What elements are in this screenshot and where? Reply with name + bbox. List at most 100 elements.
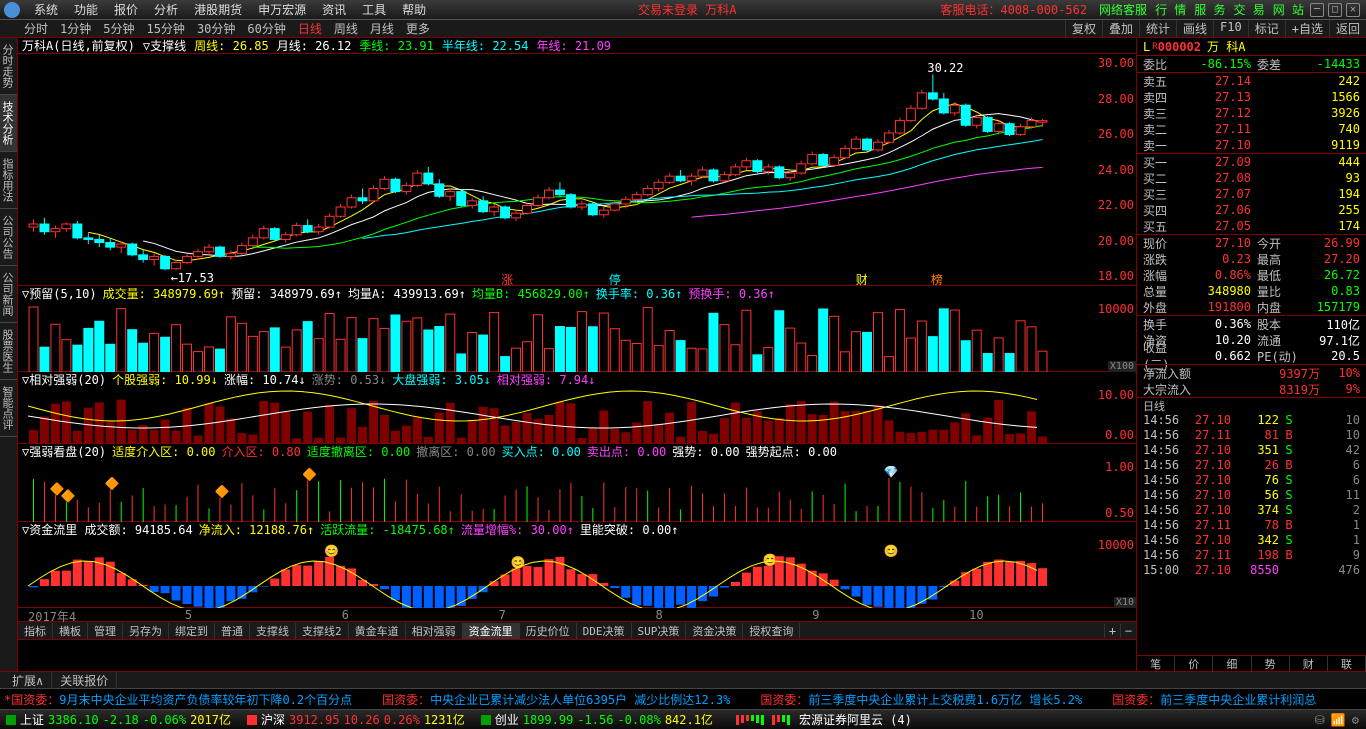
timeframe-分时[interactable]: 分时 <box>18 20 54 37</box>
link-行 情[interactable]: 行 情 <box>1155 3 1186 17</box>
timeframe-周线[interactable]: 周线 <box>328 20 364 37</box>
ind-SUP决策[interactable]: SUP决策 <box>632 623 687 639</box>
chart-header: 万科A(日线,前复权) ▽支撑线 周线: 26.85 月线: 26.12 季线:… <box>18 38 1136 54</box>
minimize-button[interactable]: ─ <box>1310 3 1324 17</box>
strength-chart[interactable]: ▽强弱看盘(20)适度介入区: 0.00介入区: 0.80适度撤离区: 0.00… <box>18 444 1136 522</box>
menu-申万宏源[interactable]: 申万宏源 <box>250 3 314 17</box>
quote-footer-tabs: 笔价细势财联 <box>1137 655 1366 671</box>
ind-DDE决策[interactable]: DDE决策 <box>577 623 632 639</box>
svg-text:🔶: 🔶 <box>61 489 76 503</box>
rpfoot-势[interactable]: 势 <box>1252 656 1290 671</box>
toolbtn-F10[interactable]: F10 <box>1213 20 1248 37</box>
menu-系统[interactable]: 系统 <box>26 3 66 17</box>
rpfoot-细[interactable]: 细 <box>1213 656 1251 671</box>
timeframe-日线[interactable]: 日线 <box>292 20 328 37</box>
ind-横板[interactable]: 横板 <box>53 623 88 639</box>
indicator-add[interactable]: + <box>1104 624 1120 638</box>
ind-资金决策[interactable]: 资金决策 <box>686 623 743 639</box>
timeframe-更多[interactable]: 更多 <box>400 20 436 37</box>
orderbook-row: 卖一27.109119 <box>1137 137 1366 153</box>
lefttab-1[interactable]: 技术分析 <box>0 95 17 152</box>
ind-授权查询[interactable]: 授权查询 <box>743 623 800 639</box>
maximize-button[interactable]: □ <box>1328 3 1342 17</box>
toolbtn-画线[interactable]: 画线 <box>1176 20 1213 37</box>
menu-报价[interactable]: 报价 <box>106 3 146 17</box>
ind-绑定到[interactable]: 绑定到 <box>169 623 215 639</box>
link-网络客服[interactable]: 网络客服 <box>1099 3 1147 17</box>
toolbtn-统计[interactable]: 统计 <box>1139 20 1176 37</box>
timeframe-15分钟[interactable]: 15分钟 <box>140 20 190 37</box>
link-交 易[interactable]: 交 易 <box>1234 3 1265 17</box>
expand-button[interactable]: 扩展∧ <box>4 672 52 689</box>
menu-港股期货[interactable]: 港股期货 <box>186 3 250 17</box>
rpfoot-笔[interactable]: 笔 <box>1137 656 1175 671</box>
menu-分析[interactable]: 分析 <box>146 3 186 17</box>
ind-黄金车道[interactable]: 黄金车道 <box>349 623 406 639</box>
ind-另存为[interactable]: 另存为 <box>123 623 169 639</box>
tick-row: 14:5627.11198B9 <box>1137 547 1366 562</box>
timeframe-月线[interactable]: 月线 <box>364 20 400 37</box>
tick-row: 14:5627.1056S11 <box>1137 487 1366 502</box>
toolbtn-叠加[interactable]: 叠加 <box>1102 20 1139 37</box>
moneyflow-chart[interactable]: ▽资金流里 成交额: 94185.64净流入: 12188.76↑活跃流量: -… <box>18 522 1136 608</box>
lefttab-0[interactable]: 分时走势 <box>0 38 17 95</box>
lefttab-6[interactable]: 智能点评 <box>0 380 17 437</box>
index-上证[interactable]: 上证3386.10-2.18-0.06%2017亿 <box>4 711 233 728</box>
index-创业[interactable]: 创业1899.99-1.56-0.08%842.1亿 <box>479 711 715 728</box>
rpfoot-价[interactable]: 价 <box>1175 656 1213 671</box>
menu-帮助[interactable]: 帮助 <box>394 3 434 17</box>
menu-资讯[interactable]: 资讯 <box>314 3 354 17</box>
news-ticker[interactable]: *国资委：9月末中央企业平均资产负债率较年初下降0.2个百分点国资委：中央企业已… <box>0 689 1366 709</box>
index-沪深[interactable]: 沪深3912.9510.260.26%1231亿 <box>245 711 467 728</box>
link-网 站[interactable]: 网 站 <box>1273 3 1304 17</box>
rpfoot-联[interactable]: 联 <box>1328 656 1366 671</box>
menu-功能[interactable]: 功能 <box>66 3 106 17</box>
svg-text:30.22: 30.22 <box>927 61 963 75</box>
service-phone: 客服电话：4008-000-562 <box>940 1 1087 18</box>
tick-list[interactable]: 14:5627.10122S1014:5627.1181B1014:5627.1… <box>1137 412 1366 655</box>
ind-资金流里[interactable]: 资金流里 <box>463 623 520 639</box>
orderbook-row: 卖三27.123926 <box>1137 105 1366 121</box>
timeframe-60分钟[interactable]: 60分钟 <box>241 20 291 37</box>
ind-历史价位[interactable]: 历史价位 <box>520 623 577 639</box>
ind-支撑线2[interactable]: 支撑线2 <box>296 623 349 639</box>
toolbtn-标记[interactable]: 标记 <box>1248 20 1285 37</box>
ind-指标[interactable]: 指标 <box>18 623 53 639</box>
rpfoot-财[interactable]: 财 <box>1290 656 1328 671</box>
orderbook-row: 卖四27.131566 <box>1137 89 1366 105</box>
ind-普通[interactable]: 普通 <box>215 623 250 639</box>
indicator-remove[interactable]: − <box>1120 624 1136 638</box>
timeframe-5分钟[interactable]: 5分钟 <box>97 20 140 37</box>
lefttab-5[interactable]: 股票医生 <box>0 323 17 380</box>
timeframe-1分钟[interactable]: 1分钟 <box>54 20 97 37</box>
broker-name: 宏源证券阿里云 (4) <box>799 711 912 728</box>
tick-row: 15:0027.108550476 <box>1137 562 1366 577</box>
menu-工具[interactable]: 工具 <box>354 3 394 17</box>
ind-相对强弱[interactable]: 相对强弱 <box>406 623 463 639</box>
chart-area: 万科A(日线,前复权) ▽支撑线 周线: 26.85 月线: 26.12 季线:… <box>18 38 1136 671</box>
link-服 务[interactable]: 服 务 <box>1194 3 1225 17</box>
rsi-chart[interactable]: ▽相对强弱(20)个股强弱: 10.99↓涨幅: 10.74↓涨势: 0.53↓… <box>18 372 1136 444</box>
lefttab-3[interactable]: 公司公告 <box>0 209 17 266</box>
tick-row: 14:5627.10342S1 <box>1137 532 1366 547</box>
indicator-tabs: 指标横板管理另存为绑定到普通支撑线支撑线2黄金车道相对强弱资金流里历史价位DDE… <box>18 622 1136 640</box>
svg-text:😊: 😊 <box>324 544 339 558</box>
lefttab-4[interactable]: 公司新闻 <box>0 266 17 323</box>
ind-管理[interactable]: 管理 <box>88 623 123 639</box>
toolbtn-+自选[interactable]: +自选 <box>1285 20 1329 37</box>
close-button[interactable]: ✕ <box>1346 3 1360 17</box>
related-quote-button[interactable]: 关联报价 <box>52 672 117 689</box>
svg-text:停: 停 <box>609 272 621 285</box>
toolbtn-复权[interactable]: 复权 <box>1065 20 1102 37</box>
market-breadth-bars <box>735 715 791 725</box>
toolbtn-返回[interactable]: 返回 <box>1329 20 1366 37</box>
timeframe-30分钟[interactable]: 30分钟 <box>191 20 241 37</box>
main-candlestick-chart[interactable]: ←17.5330.22涨停财榜 30.0028.0026.0024.0022.0… <box>18 54 1136 286</box>
orderbook-row: 卖五27.14242 <box>1137 73 1366 89</box>
ind-支撑线[interactable]: 支撑线 <box>250 623 296 639</box>
svg-text:🔶: 🔶 <box>105 476 120 490</box>
tick-row: 14:5627.1076S6 <box>1137 472 1366 487</box>
volume-chart[interactable]: ▽预留(5,10)成交量: 348979.69↑预留: 348979.69↑均量… <box>18 286 1136 372</box>
lefttab-2[interactable]: 指标用法 <box>0 152 17 209</box>
app-logo <box>4 2 20 18</box>
